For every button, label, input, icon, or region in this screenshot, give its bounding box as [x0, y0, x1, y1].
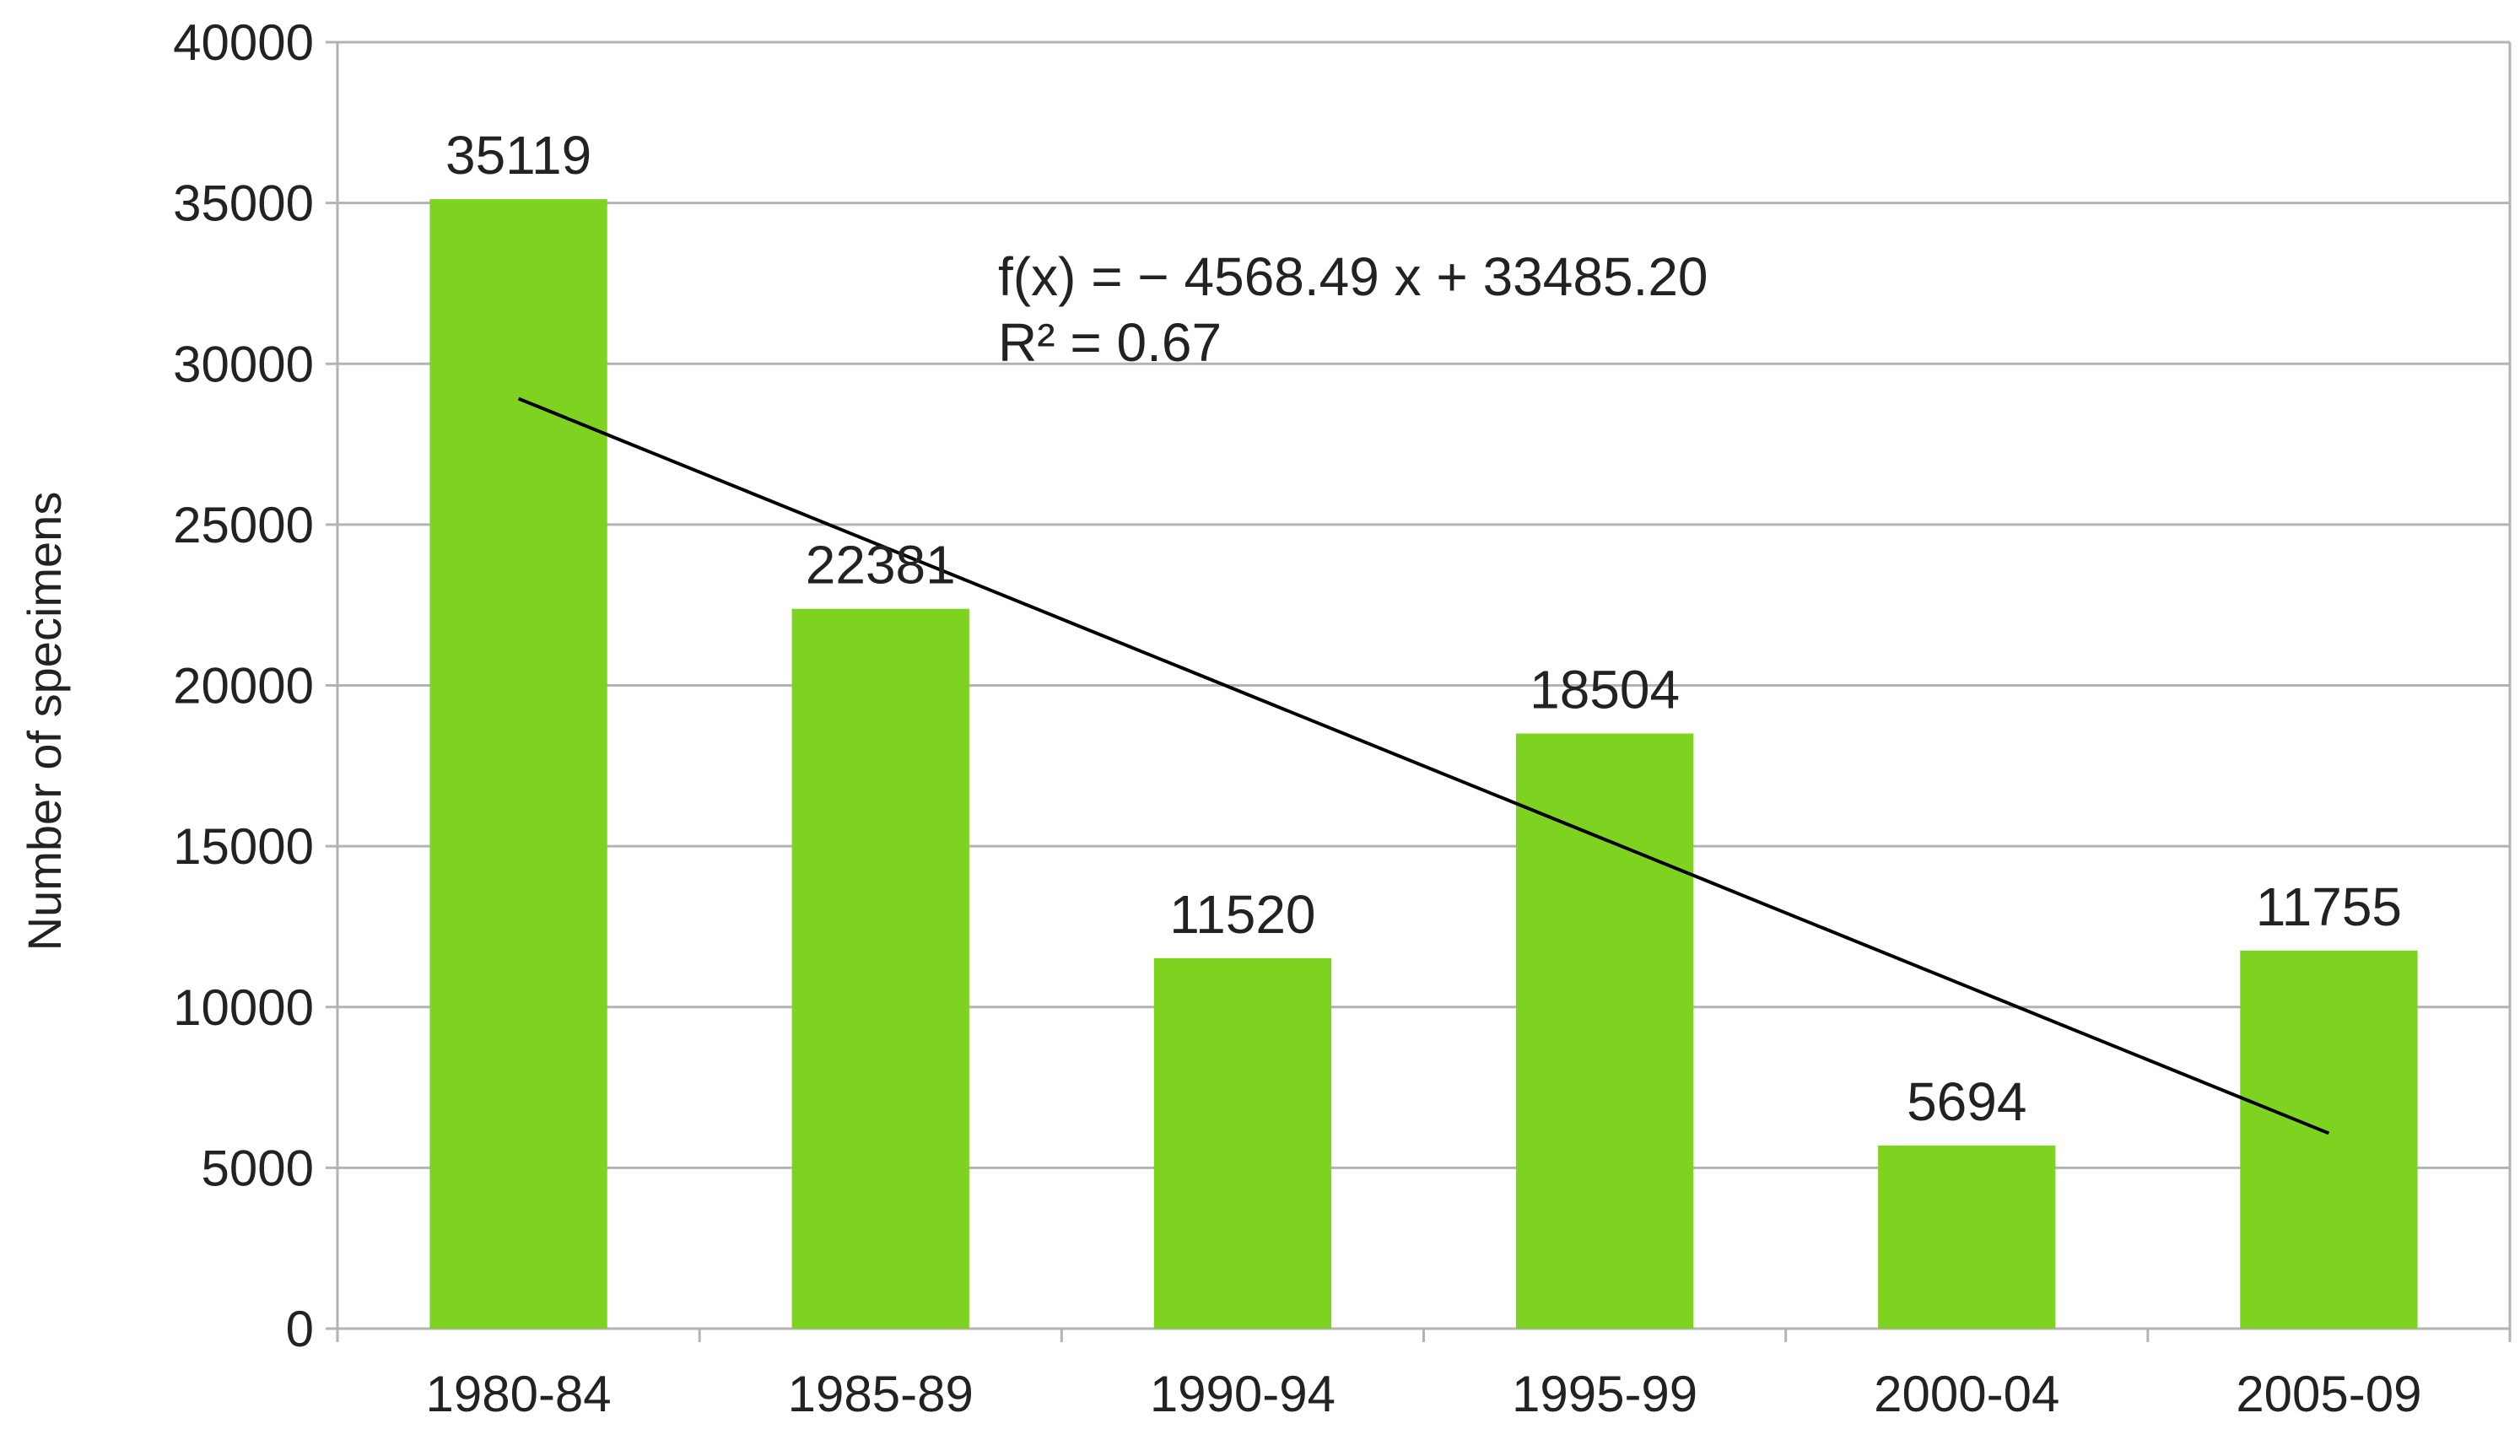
x-tick-label: 2005-09	[2236, 1366, 2421, 1422]
data-label: 5694	[1907, 1071, 2026, 1132]
trendline-equation: f(x) = − 4568.49 x + 33485.20	[998, 246, 1708, 307]
y-tick-label: 30000	[173, 336, 314, 392]
y-tick-label: 5000	[202, 1140, 314, 1196]
labels: 0 5000 10000 15000 20000 25000 30000 35000 40000…	[173, 14, 2421, 1422]
bar	[791, 608, 969, 1329]
x-tick-label: 1995-99	[1512, 1366, 1697, 1422]
trendline-group	[517, 396, 2330, 1135]
y-tick-label: 10000	[173, 979, 314, 1036]
x-tick-label: 1980-84	[425, 1366, 611, 1422]
bar	[2240, 950, 2418, 1329]
y-tick-label: 15000	[173, 818, 314, 875]
y-tick-label: 0	[286, 1301, 314, 1357]
trendline	[517, 396, 2330, 1135]
trendline-r-squared: R² = 0.67	[998, 312, 1222, 373]
bar	[1878, 1145, 2056, 1329]
data-label: 35119	[445, 125, 591, 186]
x-tick-label: 1985-89	[788, 1366, 974, 1422]
bar	[429, 199, 607, 1329]
y-axis-title: Number of specimens	[18, 492, 71, 952]
bar	[1153, 957, 1332, 1329]
bar	[1515, 733, 1694, 1329]
axes	[326, 40, 2512, 1342]
y-tick-label: 35000	[173, 175, 314, 232]
data-label: 18504	[1530, 660, 1680, 720]
y-tick-label: 40000	[173, 14, 314, 71]
data-label: 22381	[806, 535, 956, 596]
y-tick-label: 25000	[173, 497, 314, 553]
x-tick-label: 2000-04	[1874, 1366, 2059, 1422]
data-label: 11520	[1169, 884, 1315, 945]
y-tick-label: 20000	[173, 658, 314, 715]
gridlines	[337, 40, 2510, 1330]
data-label: 11755	[2256, 876, 2402, 937]
bars	[429, 199, 2418, 1329]
x-tick-label: 1990-94	[1150, 1366, 1336, 1422]
